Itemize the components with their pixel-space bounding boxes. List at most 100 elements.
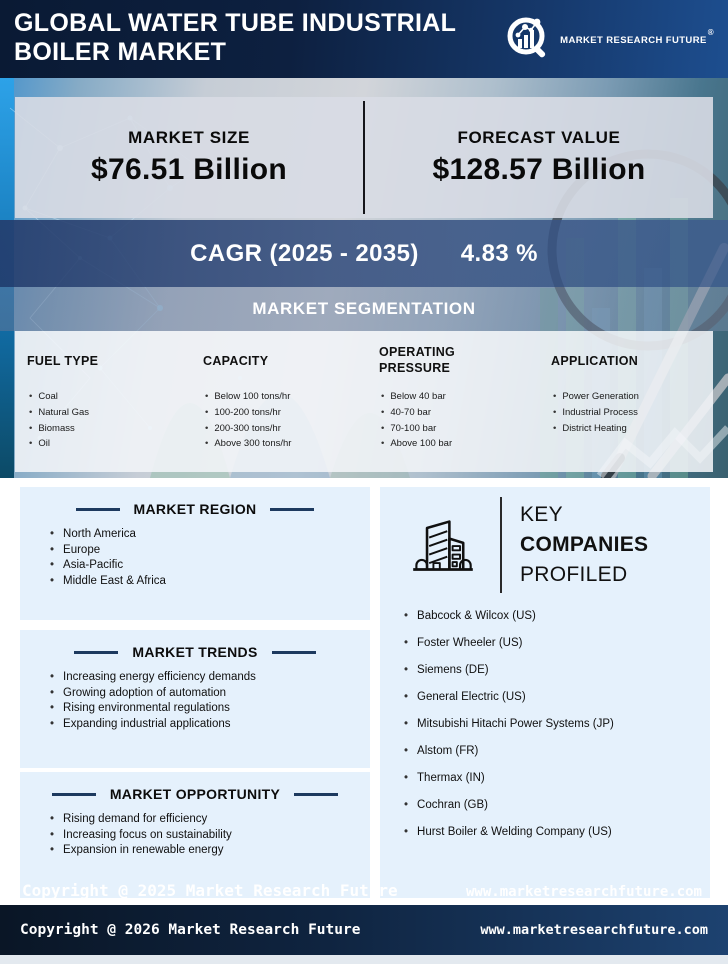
market-opportunity-title-row: MARKET OPPORTUNITY (20, 786, 370, 802)
opportunity-item: Rising demand for efficiency (50, 812, 370, 828)
mrfr-logo-icon (507, 17, 546, 58)
footer-website-link[interactable]: www.marketresearchfuture.com (480, 922, 708, 938)
header: GLOBAL WATER TUBE INDUSTRIAL BOILER MARK… (0, 0, 728, 78)
segmentation-column-application: APPLICATION Power Generation Industrial … (551, 345, 713, 472)
segmentation-column-operating-pressure: OPERATING PRESSURE Below 40 bar 40-70 ba… (379, 345, 551, 472)
trend-item: Expanding industrial applications (50, 717, 370, 733)
segmentation-item: Industrial Process (553, 405, 713, 421)
segmentation-list: Below 100 tons/hr 100-200 tons/hr 200-30… (205, 389, 379, 452)
overlay-copyright-text: Copyright @ 2025 Market Research Future (22, 881, 398, 900)
key-companies-panel: KEY COMPANIES PROFILED Babcock & Wilcox … (380, 487, 710, 898)
segmentation-item: Coal (29, 389, 203, 405)
decor-line-left (51, 792, 96, 796)
buildings-icon (413, 520, 473, 571)
forecast-value-value: $128.57 Billion (432, 153, 646, 186)
trend-item: Rising environmental regulations (50, 701, 370, 717)
segmentation-item: Biomass (29, 421, 203, 437)
company-item: General Electric (US) (404, 684, 710, 711)
cagr-band: CAGR (2025 - 2035) 4.83 % (0, 220, 728, 287)
market-trends-list: Increasing energy efficiency demands Gro… (50, 670, 370, 732)
segmentation-item: 200-300 tons/hr (205, 421, 379, 437)
market-size-value: $76.51 Billion (91, 153, 287, 186)
company-item: Foster Wheeler (US) (404, 630, 710, 657)
stats-panel: MARKET SIZE $76.51 Billion FORECAST VALU… (15, 97, 713, 218)
key-companies-title-line1: KEY (520, 503, 563, 526)
vertical-divider (500, 497, 502, 593)
market-size-label: MARKET SIZE (128, 128, 250, 147)
segmentation-item: 70-100 bar (381, 421, 551, 437)
segmentation-heading: CAPACITY (203, 354, 269, 368)
market-trends-panel: MARKET TRENDS Increasing energy efficien… (20, 630, 370, 768)
page-title-line2: BOILER MARKET (14, 37, 227, 66)
key-companies-title-line2: COMPANIES (520, 533, 649, 556)
segmentation-list: Power Generation Industrial Process Dist… (553, 389, 713, 436)
segmentation-heading: OPERATING PRESSURE (379, 345, 456, 375)
region-item: Europe (50, 543, 370, 559)
segmentation-item: Above 100 bar (381, 436, 551, 452)
decor-line-right (271, 650, 316, 654)
opportunity-item: Expansion in renewable energy (50, 843, 370, 859)
decor-line-left (74, 650, 119, 654)
segmentation-item: Natural Gas (29, 405, 203, 421)
footer: Copyright @ 2026 Market Research Future … (0, 905, 728, 955)
cagr-label: CAGR (2025 - 2035) (190, 239, 419, 267)
company-item: Alstom (FR) (404, 738, 710, 765)
company-item: Thermax (IN) (404, 765, 710, 792)
segmentation-list: Below 40 bar 40-70 bar 70-100 bar Above … (381, 389, 551, 452)
trend-item: Increasing energy efficiency demands (50, 670, 370, 686)
page-title: GLOBAL WATER TUBE INDUSTRIAL BOILER MARK… (14, 9, 456, 66)
companies-list: Babcock & Wilcox (US) Foster Wheeler (US… (404, 603, 710, 846)
market-region-list: North America Europe Asia-Pacific Middle… (50, 527, 370, 589)
region-item: Middle East & Africa (50, 574, 370, 590)
brand-logo: MARKET RESEARCH FUTURE® (504, 13, 714, 61)
company-item: Hurst Boiler & Welding Company (US) (404, 819, 710, 846)
market-trends-title: MARKET TRENDS (132, 644, 258, 660)
segmentation-item: 100-200 tons/hr (205, 405, 379, 421)
market-region-title-row: MARKET REGION (20, 501, 370, 517)
segmentation-item: Below 40 bar (381, 389, 551, 405)
region-item: Asia-Pacific (50, 558, 370, 574)
market-region-title: MARKET REGION (133, 501, 257, 517)
opportunity-item: Increasing focus on sustainability (50, 828, 370, 844)
market-region-panel: MARKET REGION North America Europe Asia-… (20, 487, 370, 620)
market-size-stat: MARKET SIZE $76.51 Billion (15, 97, 363, 218)
segmentation-title-band: MARKET SEGMENTATION (0, 287, 728, 331)
segmentation-item: Power Generation (553, 389, 713, 405)
stats-divider (363, 101, 365, 214)
company-item: Cochran (GB) (404, 792, 710, 819)
segmentation-item: Oil (29, 436, 203, 452)
segmentation-heading: APPLICATION (551, 354, 639, 368)
segmentation-title: MARKET SEGMENTATION (252, 299, 476, 318)
decor-line-right (270, 507, 315, 511)
market-opportunity-title: MARKET OPPORTUNITY (109, 786, 281, 802)
overlay-website-text: www.marketresearchfuture.com (465, 884, 702, 900)
segmentation-item: Below 100 tons/hr (205, 389, 379, 405)
segmentation-item: Above 300 tons/hr (205, 436, 379, 452)
forecast-value-label: FORECAST VALUE (457, 128, 621, 147)
footer-copyright-text: Copyright @ 2026 Market Research Future (20, 922, 361, 938)
decor-line-left (75, 507, 120, 511)
company-item: Siemens (DE) (404, 657, 710, 684)
market-opportunity-list: Rising demand for efficiency Increasing … (50, 812, 370, 859)
segmentation-column-fuel-type: FUEL TYPE Coal Natural Gas Biomass Oil (27, 345, 203, 472)
market-opportunity-panel: MARKET OPPORTUNITY Rising demand for eff… (20, 772, 370, 898)
hero-background: MARKET SIZE $76.51 Billion FORECAST VALU… (0, 78, 728, 478)
cagr-value: 4.83 % (460, 239, 538, 267)
key-companies-title: KEY COMPANIES PROFILED (520, 500, 648, 590)
market-trends-title-row: MARKET TRENDS (20, 644, 370, 660)
segmentation-item: District Heating (553, 421, 713, 437)
company-item: Mitsubishi Hitachi Power Systems (JP) (404, 711, 710, 738)
key-companies-title-line3: PROFILED (520, 563, 628, 586)
bottom-strip (0, 955, 728, 964)
segmentation-panel: FUEL TYPE Coal Natural Gas Biomass Oil C… (15, 331, 713, 472)
company-item: Babcock & Wilcox (US) (404, 603, 710, 630)
trend-item: Growing adoption of automation (50, 686, 370, 702)
brand-name: MARKET RESEARCH FUTURE® (560, 28, 714, 46)
brand-name-text: MARKET RESEARCH FUTURE (560, 35, 707, 46)
decor-line-right (294, 792, 339, 796)
key-companies-header: KEY COMPANIES PROFILED (380, 487, 710, 593)
segmentation-column-capacity: CAPACITY Below 100 tons/hr 100-200 tons/… (203, 345, 379, 472)
registered-mark: ® (707, 28, 714, 37)
segmentation-heading: FUEL TYPE (27, 354, 99, 368)
